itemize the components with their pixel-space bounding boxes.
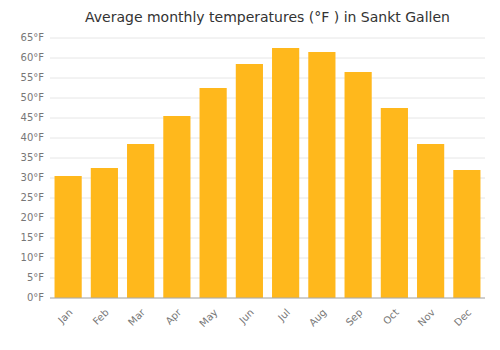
x-tick-label: Jan [55,307,74,326]
x-tick-label: May [197,307,219,329]
y-grid [50,38,485,298]
x-tick-label: Sep [344,307,365,328]
grid-line [50,78,485,79]
y-tick-label: 60°F [21,52,45,63]
y-tick-label: 0°F [27,292,44,303]
y-ticks: 0°F 5°F 10°F 15°F 20°F 25°F 30°F 35°F 40°F 45°F 50… [21,32,45,303]
bar [453,170,480,298]
x-axis-line [50,298,485,299]
bar [200,88,227,298]
x-tick-label: Jul [275,307,292,324]
bars [55,48,481,298]
y-tick-label: 30°F [21,172,45,183]
grid-line [50,38,485,39]
bar [163,116,190,298]
grid-line [50,98,485,99]
bar [127,144,154,298]
y-tick-label: 35°F [21,152,45,163]
x-tick-label: Apr [163,306,184,327]
y-tick-label: 65°F [21,32,45,43]
bar [308,52,335,298]
bar [272,48,299,298]
bar [417,144,444,298]
x-tick-label: Jun [236,307,256,327]
x-ticks: Jan Feb Mar Apr May Jun Jul Aug Sep Oct Nov Dec [55,306,473,329]
y-tick-label: 40°F [21,132,45,143]
y-tick-label: 50°F [21,92,45,103]
y-tick-label: 15°F [21,232,45,243]
title: Average monthly temperatures (°F ) in Sa… [85,9,450,25]
x-tick-label: Oct [381,307,401,327]
grid-line [50,298,485,299]
y-tick-label: 20°F [21,212,45,223]
bar [381,108,408,298]
grid-line [50,118,485,119]
bar [236,64,263,298]
x-tick-label: Feb [91,307,111,327]
grid-line [50,138,485,139]
y-tick-label: 25°F [21,192,45,203]
x-tick-label: Aug [307,307,329,329]
x-tick-label: Dec [452,307,473,328]
y-tick-label: 5°F [27,272,44,283]
y-tick-label: 55°F [21,72,45,83]
y-tick-label: 45°F [21,112,45,123]
chart: 0°F 5°F 10°F 15°F 20°F 25°F 30°F 35°F 40°F 45°F 50… [0,0,500,350]
bar [345,72,372,298]
x-tick-label: Mar [126,306,148,328]
bar [91,168,118,298]
bar [55,176,82,298]
x-tick-label: Nov [416,307,438,329]
grid-line [50,58,485,59]
y-tick-label: 10°F [21,252,45,263]
